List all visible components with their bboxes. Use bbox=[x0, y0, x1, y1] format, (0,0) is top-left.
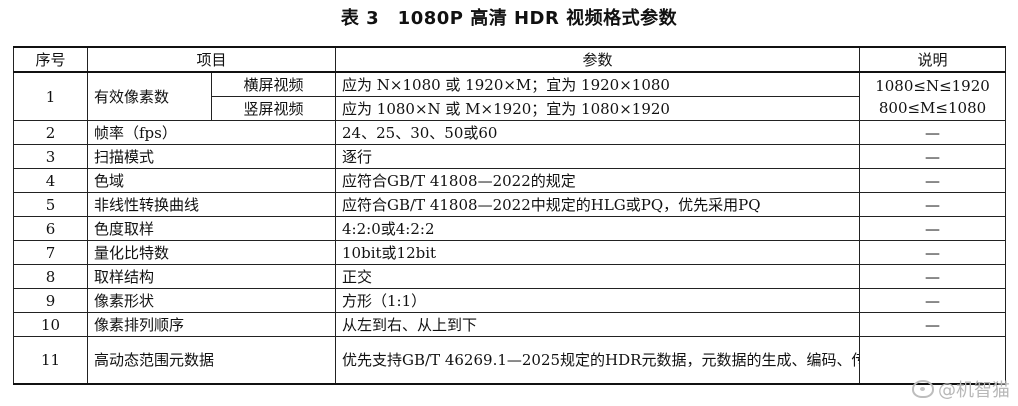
table-row: 8 取样结构 正交 — bbox=[13, 264, 1007, 289]
row-note: — bbox=[859, 264, 1007, 289]
row-note: — bbox=[859, 312, 1007, 337]
row-param: 24、25、30、50或60 bbox=[335, 120, 861, 145]
watermark-text: @机智猫 bbox=[938, 380, 1010, 401]
spec-table: 序号 项目 参数 说明 1 有效像素数 横屏视频 应为 N×1080 或 192… bbox=[13, 46, 1007, 385]
row-param: 正交 bbox=[335, 264, 861, 289]
header-no: 序号 bbox=[13, 46, 88, 73]
table-row: 11 高动态范围元数据 优先支持GB/T 46269.1—2025规定的HDR元… bbox=[13, 336, 1007, 385]
row-param: 4:2:0或4:2:2 bbox=[335, 216, 861, 241]
note-line: 800≤M≤1080 bbox=[878, 98, 987, 117]
header-param: 参数 bbox=[335, 46, 861, 73]
row-note: — bbox=[859, 288, 1007, 313]
table-row: 7 量化比特数 10bit或12bit — bbox=[13, 240, 1007, 265]
row-item: 像素排列顺序 bbox=[86, 312, 337, 337]
row-param: 10bit或12bit bbox=[335, 240, 861, 265]
row-param: 方形（1:1） bbox=[335, 288, 861, 313]
row-no: 10 bbox=[13, 312, 88, 337]
row-note: — bbox=[859, 216, 1007, 241]
row-param: 应为 N×1080 或 1920×M；宜为 1920×1080 bbox=[335, 71, 861, 97]
row-item: 扫描模式 bbox=[86, 144, 337, 169]
watermark: @机智猫 bbox=[912, 376, 1010, 402]
header-row: 序号 项目 参数 说明 bbox=[13, 46, 1007, 73]
row-item: 有效像素数 bbox=[87, 71, 212, 121]
header-item: 项目 bbox=[86, 46, 337, 73]
table-row: 10 像素排列顺序 从左到右、从上到下 — bbox=[13, 312, 1007, 337]
row-param: 优先支持GB/T 46269.1—2025规定的HDR元数据，元数据的生成、编码… bbox=[335, 336, 861, 385]
row-param: 应为 1080×N 或 M×1920；宜为 1080×1920 bbox=[335, 96, 861, 121]
weibo-icon bbox=[912, 380, 934, 398]
row-no: 6 bbox=[13, 216, 88, 241]
row-param: 从左到右、从上到下 bbox=[335, 312, 861, 337]
row-item: 非线性转换曲线 bbox=[86, 192, 337, 217]
row-note: — bbox=[859, 120, 1007, 145]
table-row: 4 色域 应符合GB/T 41808—2022的规定 — bbox=[13, 168, 1007, 193]
row-note: — bbox=[859, 192, 1007, 217]
row-param: 逐行 bbox=[335, 144, 861, 169]
row-item: 量化比特数 bbox=[86, 240, 337, 265]
table-row: 竖屏视频 应为 1080×N 或 M×1920；宜为 1080×1920 bbox=[14, 96, 1006, 121]
row-item: 高动态范围元数据 bbox=[86, 336, 337, 385]
row-no: 11 bbox=[13, 336, 88, 385]
row-note: — bbox=[859, 240, 1007, 265]
table-row: 5 非线性转换曲线 应符合GB/T 41808—2022中规定的HLG或PQ，优… bbox=[13, 192, 1007, 217]
row-param: 应符合GB/T 41808—2022的规定 bbox=[335, 168, 861, 193]
row-item: 色度取样 bbox=[86, 216, 337, 241]
row-subitem: 竖屏视频 bbox=[210, 96, 337, 121]
row-no: 5 bbox=[13, 192, 88, 217]
table-row: 3 扫描模式 逐行 — bbox=[13, 144, 1007, 169]
row-note bbox=[859, 336, 1007, 385]
table-title: 表 3 1080P 高清 HDR 视频格式参数 bbox=[340, 8, 678, 29]
row-no: 1 bbox=[13, 71, 88, 121]
row-no: 7 bbox=[13, 240, 88, 265]
row-no: 4 bbox=[13, 168, 88, 193]
row-no: 2 bbox=[13, 120, 88, 145]
row-item: 取样结构 bbox=[86, 264, 337, 289]
row-subitem: 横屏视频 bbox=[210, 71, 337, 97]
table-row: 6 色度取样 4:2:0或4:2:2 — bbox=[13, 216, 1007, 241]
row-note: 1080≤N≤1920 800≤M≤1080 bbox=[859, 71, 1007, 121]
row-item: 色域 bbox=[86, 168, 337, 193]
table-row: 1 有效像素数 横屏视频 应为 N×1080 或 1920×M；宜为 1920×… bbox=[13, 71, 1007, 121]
table-row: 2 帧率（fps） 24、25、30、50或60 — bbox=[13, 120, 1007, 145]
row-item: 像素形状 bbox=[86, 288, 337, 313]
table-row: 9 像素形状 方形（1:1） — bbox=[13, 288, 1007, 313]
row-param: 应符合GB/T 41808—2022中规定的HLG或PQ，优先采用PQ bbox=[335, 192, 861, 217]
header-note: 说明 bbox=[859, 46, 1007, 73]
row-item: 帧率（fps） bbox=[86, 120, 337, 145]
row-note: — bbox=[859, 168, 1007, 193]
row-no: 3 bbox=[13, 144, 88, 169]
row-note: — bbox=[859, 144, 1007, 169]
row-no: 8 bbox=[13, 264, 88, 289]
row-no: 9 bbox=[13, 288, 88, 313]
note-line: 1080≤N≤1920 bbox=[875, 76, 990, 95]
